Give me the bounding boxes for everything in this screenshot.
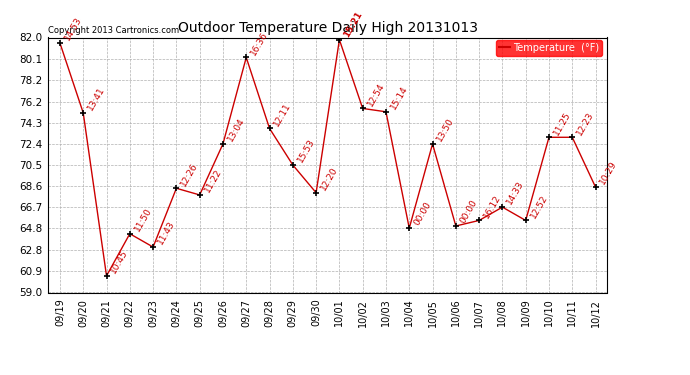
Legend: Temperature  (°F): Temperature (°F) [496, 40, 602, 56]
Text: 13:50: 13:50 [435, 116, 456, 143]
Text: 00:00: 00:00 [412, 201, 433, 227]
Text: 12:20: 12:20 [319, 165, 339, 192]
Text: 16:12: 16:12 [482, 193, 502, 220]
Text: 15:21: 15:21 [342, 10, 364, 39]
Title: Outdoor Temperature Daily High 20131013: Outdoor Temperature Daily High 20131013 [178, 21, 477, 35]
Text: 13:04: 13:04 [226, 116, 246, 143]
Text: 13:41: 13:41 [86, 86, 107, 112]
Text: 12:11: 12:11 [273, 101, 293, 128]
Text: 11:25: 11:25 [552, 110, 573, 136]
Text: 11:43: 11:43 [156, 219, 177, 246]
Text: 15:53: 15:53 [295, 137, 316, 164]
Text: 12:23: 12:23 [575, 110, 595, 136]
Text: 12:54: 12:54 [366, 81, 386, 108]
Text: 16:36: 16:36 [249, 30, 270, 57]
Text: 11:22: 11:22 [202, 168, 223, 194]
Text: 11:50: 11:50 [132, 206, 153, 233]
Text: 12:52: 12:52 [529, 193, 549, 220]
Text: 10:45: 10:45 [109, 248, 130, 275]
Text: 10:29: 10:29 [598, 160, 619, 186]
Text: 12:26: 12:26 [179, 161, 200, 188]
Text: 00:00: 00:00 [459, 198, 480, 225]
Text: 15:14: 15:14 [388, 84, 409, 111]
Text: 14:33: 14:33 [505, 180, 526, 206]
Text: Copyright 2013 Cartronics.com: Copyright 2013 Cartronics.com [48, 26, 179, 35]
Text: 14:53: 14:53 [63, 15, 83, 42]
